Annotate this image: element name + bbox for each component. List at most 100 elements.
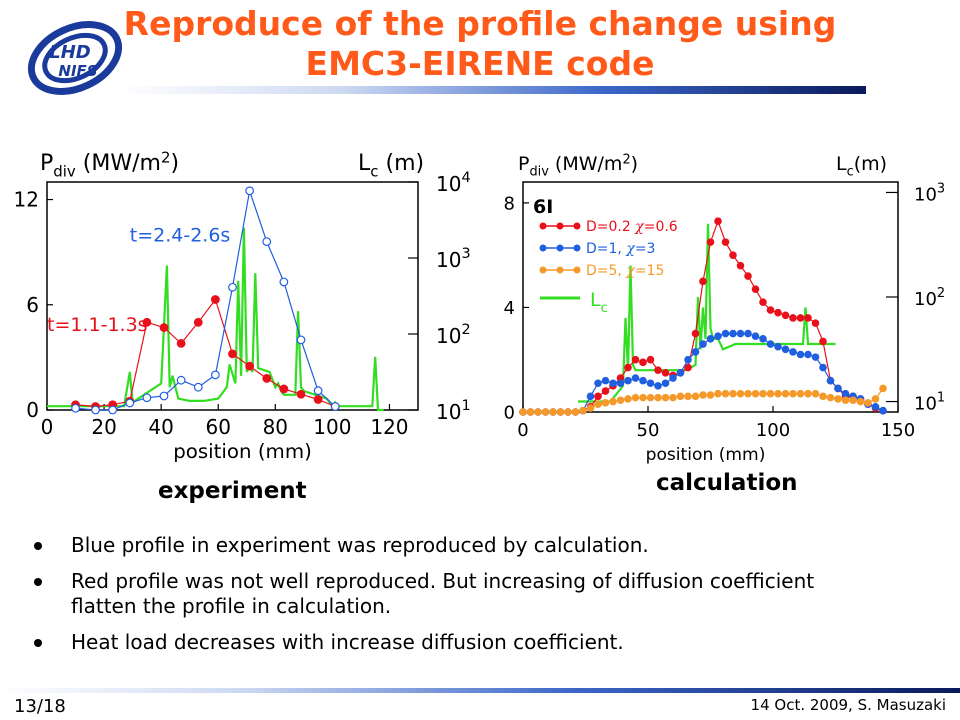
series-point-0 <box>210 295 220 304</box>
right-tick-label: 102 <box>436 322 471 348</box>
series-point-0 <box>721 238 730 246</box>
series-point-2 <box>676 392 685 401</box>
x-tick-label: 40 <box>148 415 173 439</box>
series-point-1 <box>676 368 685 377</box>
series-point-1 <box>159 391 169 401</box>
right-tick-label: 103 <box>914 181 945 205</box>
series-point-2 <box>609 397 617 406</box>
x-tick-label: 0 <box>41 415 54 439</box>
left-axis-label: Pdiv (MW/m2) <box>518 152 638 179</box>
series-point-1 <box>71 403 80 413</box>
series-point-1 <box>654 382 662 390</box>
series-point-0 <box>766 306 775 314</box>
series-point-1 <box>210 370 220 380</box>
series-point-0 <box>646 355 655 364</box>
series-point-1 <box>193 382 203 392</box>
series-point-1 <box>736 329 745 338</box>
series-point-2 <box>759 389 767 398</box>
slide-title-line2: EMC3-EIRENE code <box>305 44 655 83</box>
series-line-0 <box>75 298 336 408</box>
series-point-1 <box>330 402 340 411</box>
x-axis-label: position (mm) <box>173 440 312 463</box>
series-point-1 <box>601 376 610 385</box>
y-tick-label: 8 <box>504 193 515 214</box>
series-point-2 <box>571 408 580 416</box>
series-point-1 <box>751 332 760 341</box>
series-point-2 <box>864 399 872 407</box>
series-point-1 <box>624 376 632 385</box>
series-point-1 <box>262 237 272 247</box>
series-point-2 <box>811 389 820 398</box>
series-point-1 <box>841 389 850 398</box>
series-point-1 <box>691 348 700 356</box>
logo-text-bottom: NIFS <box>58 62 97 80</box>
x-tick-label: 150 <box>881 420 915 441</box>
series-point-2 <box>646 393 655 402</box>
series-point-0 <box>654 366 662 374</box>
series-point-1 <box>684 355 692 364</box>
series-point-0 <box>601 387 610 395</box>
slide-number: 13/18 <box>14 696 66 717</box>
right-tick-label: 101 <box>914 391 945 415</box>
series-point-2 <box>654 393 662 402</box>
series-line-1 <box>75 190 336 411</box>
legend-marker <box>556 222 564 230</box>
series-point-2 <box>549 408 557 416</box>
right-axis-label: Lc (m) <box>358 151 424 181</box>
series-point-2 <box>639 393 647 402</box>
series-point-2 <box>721 389 730 398</box>
series-point-1 <box>759 335 767 343</box>
series-point-1 <box>766 340 775 348</box>
series-point-0 <box>759 298 767 307</box>
legend-marker <box>573 222 581 230</box>
series-point-1 <box>721 329 730 338</box>
series-point-2 <box>826 393 835 402</box>
series-point-2 <box>684 392 692 401</box>
legend-marker <box>556 244 564 252</box>
bullet-item: Heat load decreases with increase diffus… <box>34 630 834 655</box>
series-point-0 <box>789 314 797 322</box>
series-point-0 <box>176 338 186 348</box>
series-point-2 <box>519 408 527 416</box>
series-point-2 <box>534 408 542 416</box>
series-point-1 <box>796 350 805 359</box>
x-tick-label: 60 <box>206 415 231 439</box>
series-point-0 <box>744 272 752 280</box>
legend-marker <box>556 266 564 274</box>
series-point-2 <box>699 391 707 399</box>
x-tick-label: 100 <box>313 415 351 439</box>
series-point-1 <box>744 329 752 338</box>
legend-label: Lc <box>590 289 608 316</box>
series-point-0 <box>262 374 272 383</box>
calculation-caption: calculation <box>656 470 798 496</box>
right-axis-label: Lc(m) <box>836 153 887 180</box>
series-point-1 <box>586 392 595 401</box>
series-point-0 <box>691 329 700 338</box>
series-point-1 <box>245 186 255 196</box>
series-point-2 <box>781 389 790 398</box>
series-point-1 <box>228 282 237 292</box>
series-point-0 <box>594 392 602 401</box>
x-tick-label: 80 <box>263 415 288 439</box>
lhd-nifs-logo: LHD NIFS <box>27 21 123 95</box>
series-point-2 <box>601 399 610 407</box>
series-point-2 <box>661 393 670 402</box>
footer-date-author: 14 Oct. 2009, S. Masuzaki <box>750 696 946 714</box>
series-point-1 <box>594 379 602 388</box>
series-point-2 <box>594 400 602 408</box>
legend-marker <box>539 244 547 252</box>
series-point-1 <box>706 335 715 343</box>
series-point-2 <box>669 393 677 402</box>
series-point-2 <box>736 389 745 398</box>
series-point-0 <box>796 314 805 322</box>
bullet-item: Red profile was not well reproduced. But… <box>34 569 834 619</box>
series-point-2 <box>624 395 632 403</box>
series-point-0 <box>751 285 760 293</box>
series-point-1 <box>699 340 707 348</box>
series-point-1 <box>279 277 289 287</box>
series-point-0 <box>193 317 203 327</box>
slide-title-line1: Reproduce of the profile change using <box>123 4 837 43</box>
legend-marker <box>539 266 547 274</box>
series-point-2 <box>834 395 842 403</box>
series-point-0 <box>624 363 632 372</box>
